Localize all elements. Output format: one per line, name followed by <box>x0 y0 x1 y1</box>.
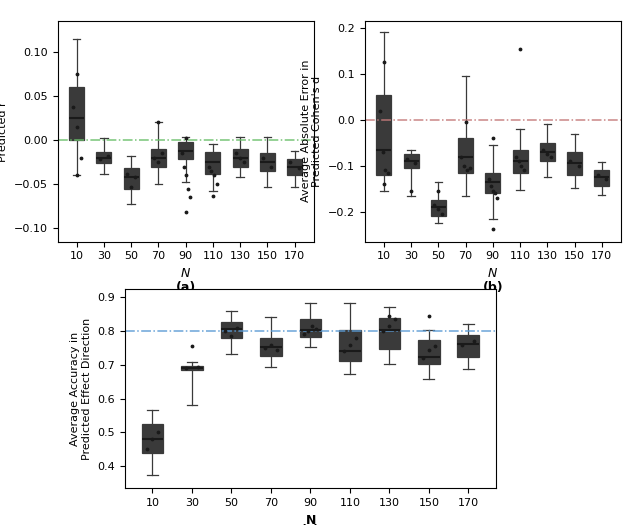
Y-axis label: Average Absolute Error in
Predicted Cohen's d: Average Absolute Error in Predicted Cohe… <box>301 60 323 203</box>
PathPatch shape <box>151 149 166 166</box>
Text: (a): (a) <box>175 281 196 294</box>
PathPatch shape <box>97 152 111 163</box>
PathPatch shape <box>300 319 321 337</box>
PathPatch shape <box>205 152 220 174</box>
PathPatch shape <box>418 341 440 364</box>
PathPatch shape <box>178 142 193 160</box>
PathPatch shape <box>124 169 139 188</box>
PathPatch shape <box>567 152 582 175</box>
PathPatch shape <box>339 330 361 361</box>
PathPatch shape <box>595 170 609 186</box>
PathPatch shape <box>181 366 203 370</box>
PathPatch shape <box>485 173 500 193</box>
PathPatch shape <box>141 424 163 453</box>
PathPatch shape <box>431 200 446 216</box>
PathPatch shape <box>69 87 84 140</box>
PathPatch shape <box>458 138 473 173</box>
X-axis label: $N$: $N$ <box>487 267 499 280</box>
PathPatch shape <box>287 160 302 175</box>
PathPatch shape <box>378 318 400 349</box>
PathPatch shape <box>260 339 282 356</box>
PathPatch shape <box>513 150 527 173</box>
PathPatch shape <box>540 143 555 161</box>
PathPatch shape <box>404 154 419 168</box>
Y-axis label: Average Accuracy in
Predicted Effect Direction: Average Accuracy in Predicted Effect Dir… <box>70 318 92 459</box>
PathPatch shape <box>376 94 391 175</box>
Text: (b): (b) <box>483 281 503 294</box>
Y-axis label: Average Absolute Error in
Predicted r: Average Absolute Error in Predicted r <box>0 60 8 203</box>
X-axis label: $N$: $N$ <box>180 267 191 280</box>
PathPatch shape <box>458 335 479 358</box>
PathPatch shape <box>221 321 243 339</box>
Text: (c): (c) <box>301 524 320 525</box>
X-axis label: $\mathbf{N}$: $\mathbf{N}$ <box>305 513 316 525</box>
PathPatch shape <box>232 149 248 166</box>
PathPatch shape <box>260 153 275 171</box>
